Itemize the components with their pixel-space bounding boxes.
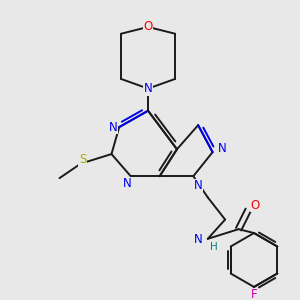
Text: O: O: [250, 199, 260, 212]
Text: N: N: [194, 179, 203, 192]
Text: N: N: [218, 142, 226, 155]
Text: N: N: [109, 121, 118, 134]
Text: H: H: [210, 242, 218, 251]
Text: N: N: [194, 233, 203, 246]
Text: F: F: [251, 288, 257, 300]
Text: S: S: [79, 153, 86, 166]
Text: N: N: [144, 82, 152, 95]
Text: N: N: [122, 177, 131, 190]
Text: O: O: [143, 20, 153, 34]
